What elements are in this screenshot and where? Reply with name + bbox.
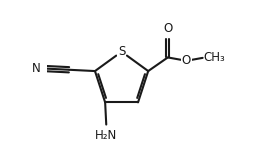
Text: O: O	[182, 54, 191, 67]
Text: CH₃: CH₃	[204, 51, 225, 64]
Text: H₂N: H₂N	[95, 129, 118, 142]
Text: N: N	[32, 62, 41, 75]
Text: O: O	[163, 22, 172, 35]
Text: S: S	[118, 45, 125, 58]
